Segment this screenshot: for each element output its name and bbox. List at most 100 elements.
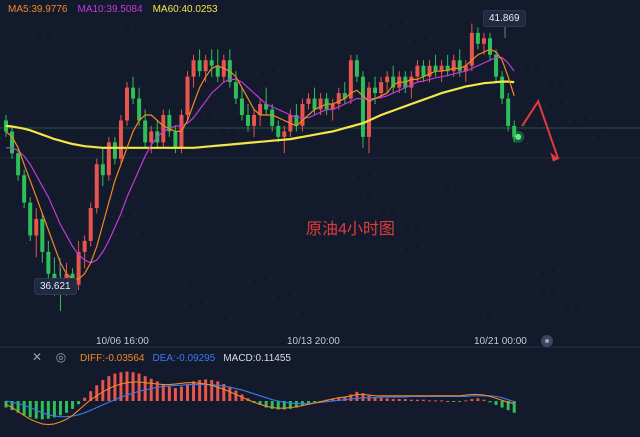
- macd-histogram-bar: [210, 380, 214, 401]
- ma5-line: [5, 48, 515, 280]
- macd-legend: DIFF:-0.03564 DEA:-0.09295 MACD:0.11455: [80, 353, 291, 364]
- macd-histogram-bar: [58, 401, 62, 416]
- time-label-1: 10/06 16:00: [96, 336, 149, 347]
- macd-histogram-bar: [373, 397, 377, 401]
- macd-histogram-bar: [512, 401, 516, 413]
- macd-histogram-bar: [349, 394, 353, 401]
- candle-body: [276, 125, 281, 137]
- macd-histogram-bar: [22, 401, 26, 416]
- macd-histogram-bar: [65, 401, 68, 413]
- macd-histogram-bar: [143, 376, 147, 401]
- macd-histogram-bar: [252, 401, 256, 403]
- macd-histogram-bar: [506, 401, 510, 411]
- macd-histogram-bar: [71, 401, 75, 409]
- macd-histogram-bar: [458, 401, 462, 402]
- macd-histogram-bar: [198, 380, 202, 401]
- macd-histogram-bar: [331, 398, 335, 401]
- candle-body: [481, 38, 486, 44]
- macd-histogram-bar: [379, 397, 383, 401]
- macd-histogram-bar: [385, 398, 389, 401]
- macd-histogram-bar: [500, 401, 504, 408]
- candle-body: [367, 87, 371, 137]
- candle-body: [500, 76, 505, 99]
- macd-histogram-bar: [28, 401, 32, 418]
- candle-body: [34, 219, 39, 236]
- candle-body: [143, 120, 148, 143]
- macd-histogram-bar: [46, 401, 50, 419]
- candle-body: [494, 54, 499, 77]
- macd-histogram-bar: [173, 387, 177, 401]
- macd-histogram-bar: [149, 378, 153, 401]
- candle-body: [82, 240, 87, 252]
- candle-body: [336, 93, 341, 105]
- macd-histogram-bar: [482, 399, 486, 401]
- macd-toolbar: ✕ ◎: [30, 350, 68, 364]
- candle-body: [360, 76, 365, 137]
- macd-histogram-bar: [161, 383, 165, 401]
- candle-body: [131, 87, 136, 99]
- candle-body: [270, 109, 275, 126]
- close-icon[interactable]: ✕: [31, 350, 43, 364]
- candle-body: [282, 131, 287, 137]
- candle-body: [197, 60, 202, 72]
- candle-body: [76, 251, 81, 285]
- candle-body: [112, 142, 117, 159]
- candle-body: [215, 65, 220, 77]
- macd-histogram-bar: [131, 372, 135, 401]
- candle-body: [439, 65, 444, 72]
- ma-legend: MA5:39.9776 MA10:39.5084 MA60:40.0253: [8, 4, 218, 15]
- macd-histogram-bar: [77, 401, 81, 405]
- macd-histogram-bar: [240, 394, 244, 401]
- candle-body: [209, 60, 214, 66]
- macd-histogram-bar: [222, 383, 226, 401]
- macd-histogram-bar: [276, 401, 280, 410]
- candle-body: [421, 65, 426, 77]
- dea-legend: DEA:-0.09295: [152, 353, 216, 364]
- candle-body: [312, 98, 317, 110]
- diff-line: [5, 381, 515, 426]
- macd-histogram-bar: [307, 401, 310, 404]
- candle-body: [191, 60, 196, 77]
- candle-body: [137, 98, 142, 121]
- candle-body: [306, 98, 311, 105]
- candle-body: [246, 114, 250, 126]
- candle-body: [506, 98, 511, 126]
- macd-histogram-bar: [89, 391, 93, 401]
- macd-histogram-bar: [192, 381, 196, 401]
- candle-body: [106, 142, 111, 176]
- macd-histogram-bar: [494, 401, 498, 405]
- macd-histogram-bar: [83, 397, 87, 401]
- candle-body: [88, 208, 93, 241]
- macd-histogram-bar: [270, 401, 274, 409]
- candle-body: [379, 82, 384, 94]
- candle-body: [149, 131, 154, 143]
- candle-body: [16, 153, 21, 176]
- candle-body: [22, 175, 27, 203]
- macd-histogram-bar: [40, 401, 44, 420]
- settings-icon[interactable]: ◎: [55, 350, 67, 364]
- chart-annotation: 原油4小时图: [306, 221, 395, 238]
- macd-histogram-bar: [113, 373, 117, 401]
- macd-histogram-bar: [355, 391, 359, 401]
- macd-histogram-bar: [4, 401, 8, 408]
- macd-histogram-bar: [421, 399, 425, 401]
- candle-body: [46, 251, 51, 274]
- macd-histogram-bar: [179, 386, 183, 401]
- candle-body: [10, 131, 15, 154]
- candle-body: [475, 32, 480, 44]
- macd-histogram-bar: [101, 380, 105, 401]
- macd-histogram-bar: [294, 401, 298, 408]
- candle-body: [167, 114, 172, 132]
- candle-body: [264, 104, 269, 110]
- macd-histogram-bar: [167, 386, 171, 401]
- candle-body: [258, 104, 263, 115]
- macd-histogram-bar: [415, 399, 419, 401]
- candle-body: [342, 93, 347, 99]
- scroll-handle-icon[interactable]: [541, 335, 553, 347]
- macd-histogram-bar: [428, 400, 431, 402]
- candle-body: [233, 82, 238, 99]
- candle-body: [185, 76, 190, 115]
- candle-body: [457, 60, 462, 72]
- macd-histogram-bar: [446, 401, 450, 402]
